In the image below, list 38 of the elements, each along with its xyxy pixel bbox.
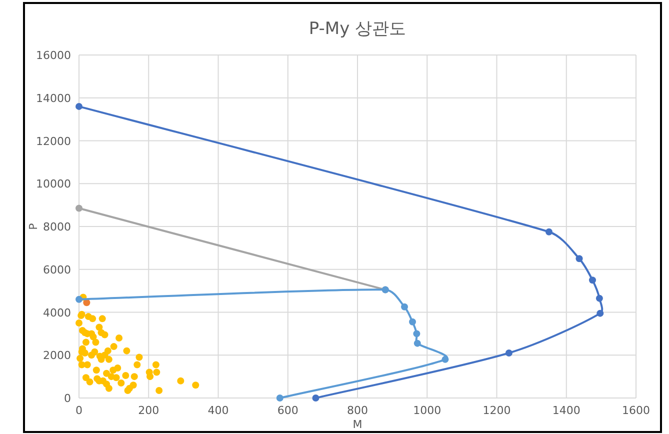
y-tick-label: 16000 <box>36 49 71 62</box>
point <box>505 349 512 356</box>
x-tick-label: 800 <box>347 404 368 417</box>
x-tick-label: 1400 <box>552 404 580 417</box>
x-tick-label: 1600 <box>622 404 650 417</box>
y-tick-label: 0 <box>64 392 71 405</box>
y-tick-label: 4000 <box>43 306 71 320</box>
x-tick-label: 1200 <box>482 404 511 417</box>
x-tick-label: 400 <box>208 404 229 417</box>
y-tick-label: 2000 <box>43 349 71 362</box>
point <box>442 356 449 363</box>
y-tick-label: 14000 <box>36 92 71 105</box>
point <box>413 330 420 338</box>
point <box>312 394 320 402</box>
x-axis-title: M <box>352 418 362 431</box>
point <box>400 303 408 310</box>
point <box>76 296 82 303</box>
x-tick-label: 1000 <box>413 404 442 417</box>
x-tick-label: 200 <box>138 404 160 417</box>
point <box>596 294 603 302</box>
x-tick-label: 0 <box>76 404 82 417</box>
x-tick-label: 600 <box>277 404 298 417</box>
point <box>588 276 596 284</box>
point <box>576 255 583 262</box>
point <box>76 102 82 110</box>
point <box>83 299 90 306</box>
point <box>596 310 604 317</box>
point <box>76 204 82 212</box>
point <box>545 228 552 236</box>
y-tick-label: 6000 <box>43 263 71 276</box>
y-tick-label: 12000 <box>36 134 71 148</box>
y-axis-title: P <box>27 222 40 230</box>
y-tick-label: 8000 <box>43 220 71 234</box>
point <box>409 318 416 326</box>
point <box>276 394 284 402</box>
point <box>414 340 421 347</box>
y-tick-label: 10000 <box>36 178 71 191</box>
chart-title: P-My 상관도 <box>308 19 406 39</box>
